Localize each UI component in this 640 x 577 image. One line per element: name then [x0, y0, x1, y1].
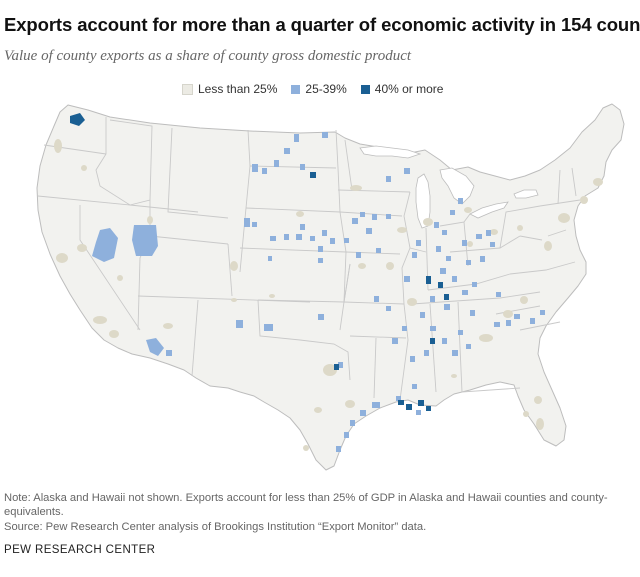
us-county-map	[36, 103, 625, 471]
legend-label-low: Less than 25%	[198, 82, 278, 96]
us-landmass	[36, 103, 625, 471]
counties-40-percent-or-more	[70, 113, 449, 411]
legend: Less than 25% 25-39% 40% or more	[182, 81, 457, 97]
legend-swatch-low	[182, 83, 193, 95]
legend-label-high: 40% or more	[374, 82, 444, 96]
legend-item-low: Less than 25%	[182, 82, 277, 96]
legend-label-mid: 25-39%	[305, 82, 347, 96]
lake-erie	[469, 201, 509, 219]
chart-title: Exports account for more than a quarter …	[4, 14, 640, 35]
chart-subtitle: Value of county exports as a share of co…	[4, 48, 412, 64]
source-text: Source: Pew Research Center analysis of …	[4, 521, 427, 533]
lake-superior	[359, 145, 422, 159]
legend-item-mid: 25-39%	[291, 82, 347, 96]
urban-areas	[54, 139, 603, 451]
legend-item-high: 40% or more	[360, 82, 444, 96]
note-text: Note: Alaska and Hawaii not shown. Expor…	[4, 492, 608, 518]
counties-25-39-percent	[92, 132, 545, 452]
legend-swatch-high	[360, 84, 370, 94]
organization-credit: PEW RESEARCH CENTER	[4, 544, 156, 556]
legend-swatch-mid	[291, 84, 301, 94]
lake-huron	[439, 167, 475, 205]
state-borders	[37, 117, 581, 401]
lake-ontario	[513, 189, 539, 199]
